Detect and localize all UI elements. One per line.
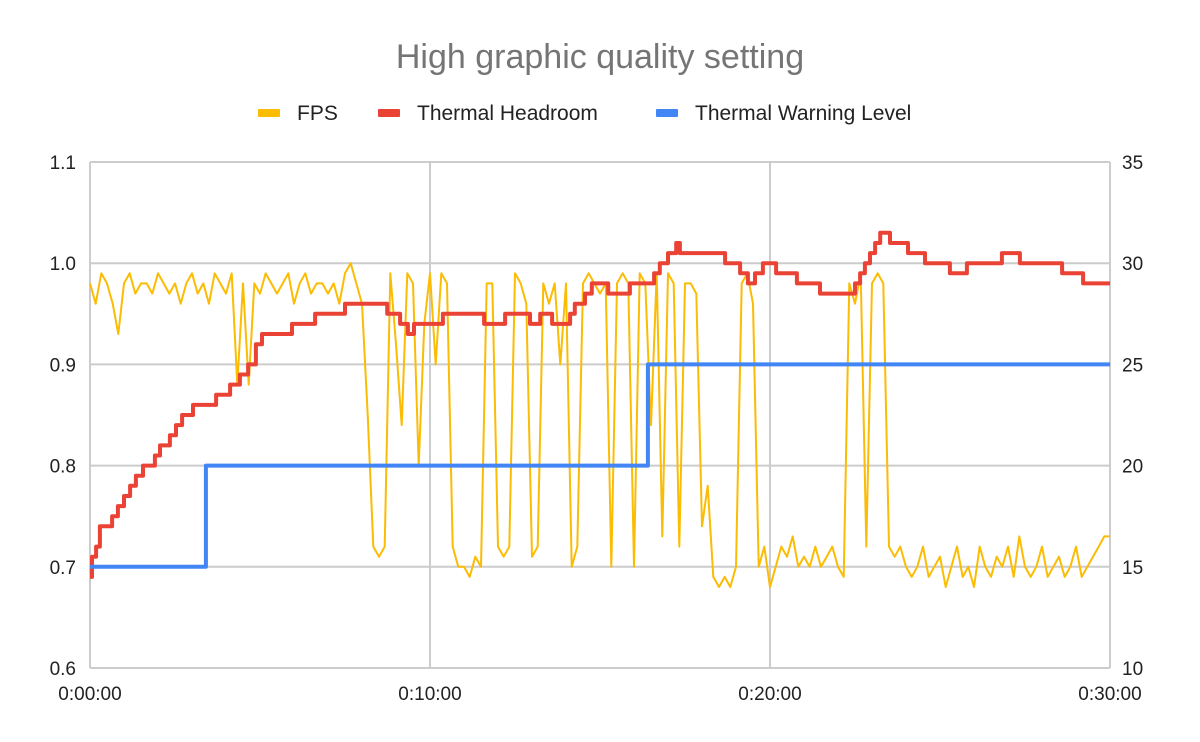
y-right-tick-label: 10 — [1122, 659, 1143, 680]
fps-line — [89, 262, 1110, 588]
y-right-tick-label: 15 — [1122, 558, 1143, 579]
y-left-tick-label: 1.0 — [50, 254, 76, 275]
legend: FPS Thermal Headroom Thermal Warning Lev… — [258, 102, 911, 125]
y-right-tick-label: 25 — [1122, 355, 1143, 376]
x-tick-label: 0:00:00 — [58, 684, 121, 705]
tick-labels: 0.6 10 0.7 15 0.8 20 0.9 25 1.0 30 1.1 35 0:00:00 0:1… — [50, 153, 1144, 705]
legend-swatch-thermal-warning-level — [656, 109, 678, 117]
y-left-tick-label: 0.8 — [50, 457, 76, 478]
series-lines — [89, 230, 1110, 588]
legend-swatch-fps — [258, 109, 280, 117]
y-right-tick-label: 35 — [1122, 153, 1143, 174]
y-left-tick-label: 0.7 — [50, 558, 76, 579]
thermal-headroom-line — [90, 230, 1110, 579]
gridlines — [89, 161, 1111, 669]
legend-label-thermal-warning-level: Thermal Warning Level — [695, 102, 911, 125]
y-right-tick-label: 30 — [1122, 254, 1143, 275]
x-tick-label: 0:30:00 — [1078, 684, 1141, 705]
x-tick-label: 0:10:00 — [398, 684, 461, 705]
x-tick-label: 0:20:00 — [738, 684, 801, 705]
chart-title: High graphic quality setting — [396, 38, 804, 76]
legend-label-thermal-headroom: Thermal Headroom — [417, 102, 598, 125]
legend-swatch-thermal-headroom — [378, 109, 400, 117]
y-left-tick-label: 0.6 — [50, 659, 76, 680]
thermal-warning-level-line — [90, 362, 1110, 569]
y-left-tick-label: 0.9 — [50, 355, 76, 376]
legend-label-fps: FPS — [297, 102, 338, 125]
y-right-tick-label: 20 — [1122, 457, 1143, 478]
y-left-tick-label: 1.1 — [50, 153, 76, 174]
